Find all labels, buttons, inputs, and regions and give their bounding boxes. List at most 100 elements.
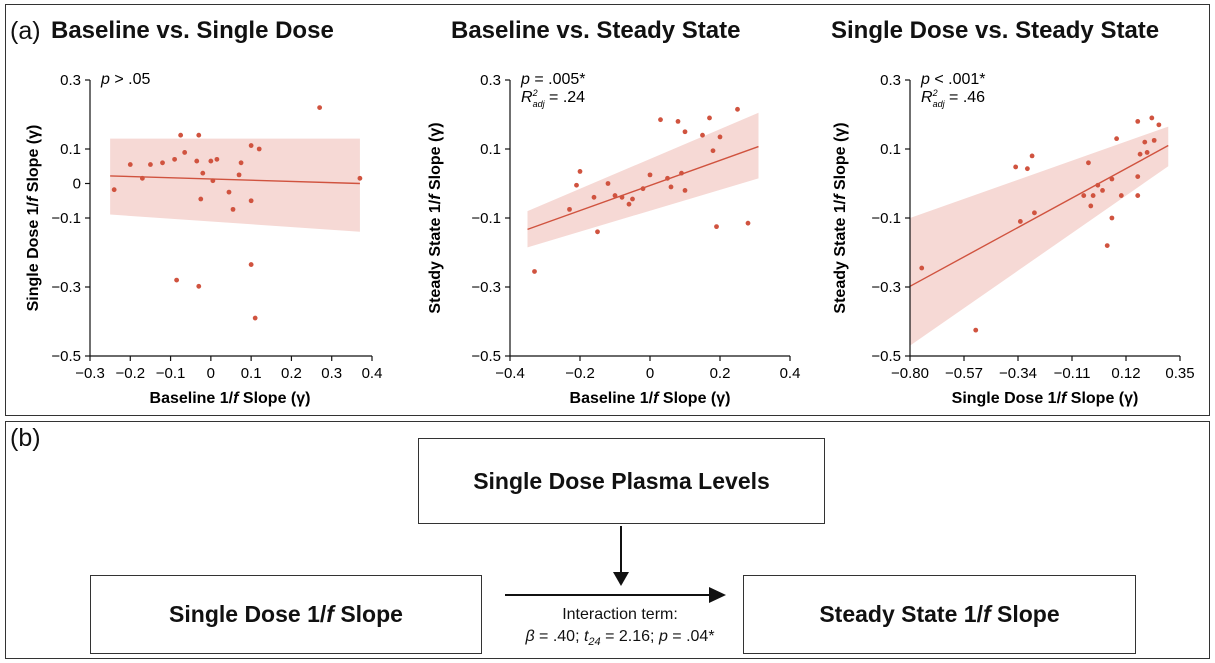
x-tick-label: 0.3 xyxy=(321,365,342,382)
data-point xyxy=(630,196,635,202)
data-point xyxy=(1135,193,1141,198)
data-point xyxy=(238,160,244,166)
x-tick-label: −0.3 xyxy=(75,365,105,382)
data-point xyxy=(1156,122,1162,128)
outcome-box: Steady State 1/f Slope xyxy=(743,575,1136,654)
data-point xyxy=(198,196,204,202)
data-point xyxy=(226,189,232,195)
x-axis-label: Baseline 1/f Slope (γ) xyxy=(150,390,311,407)
data-point xyxy=(178,132,184,138)
data-point xyxy=(1017,219,1023,224)
data-point xyxy=(717,134,723,140)
chart-2-title: Baseline vs. Steady State xyxy=(451,17,741,44)
data-point xyxy=(735,106,740,112)
outcome-label: Steady State 1/f Slope xyxy=(819,601,1060,627)
data-point xyxy=(248,143,254,148)
y-tick-label: 0.3 xyxy=(880,72,901,89)
data-point xyxy=(1149,115,1155,121)
data-point xyxy=(256,146,262,152)
y-tick-label: 0 xyxy=(73,176,81,193)
x-tick-label: −0.2 xyxy=(115,365,145,382)
data-point xyxy=(208,158,214,164)
data-point xyxy=(532,269,537,274)
x-tick-label: 0.4 xyxy=(362,365,383,382)
data-point xyxy=(707,115,712,121)
data-point xyxy=(160,160,165,166)
data-point xyxy=(574,182,579,188)
moderator-arrowhead xyxy=(613,572,629,586)
data-point xyxy=(595,229,600,235)
x-tick-label: −0.80 xyxy=(891,365,929,382)
p-value-annotation: p > .05 xyxy=(100,71,150,88)
data-point xyxy=(1151,137,1157,143)
data-point xyxy=(1088,203,1094,209)
data-point xyxy=(1142,139,1148,145)
x-tick-label: 0 xyxy=(646,365,654,382)
data-point xyxy=(1114,136,1120,142)
data-point xyxy=(148,162,153,167)
y-tick-label: −0.1 xyxy=(871,210,901,227)
data-point xyxy=(139,175,145,181)
data-point xyxy=(1081,193,1087,198)
panel-b-letter: (b) xyxy=(10,424,41,452)
interaction-annotation: Interaction term: β = .40; t24 = 2.16; p… xyxy=(500,604,740,653)
y-tick-label: −0.1 xyxy=(471,210,501,227)
data-point xyxy=(1135,174,1141,179)
data-point xyxy=(700,132,705,138)
data-point xyxy=(196,283,202,289)
x-tick-label: 0.12 xyxy=(1111,365,1140,382)
r-squared-annotation: R2 adj = .24 xyxy=(521,88,585,109)
data-point xyxy=(248,262,254,267)
x-tick-label: 0 xyxy=(207,365,215,382)
data-point xyxy=(567,206,572,212)
y-tick-label: −0.5 xyxy=(871,348,901,365)
chart-3-title: Single Dose vs. Steady State xyxy=(831,17,1160,44)
chart-1-title: Baseline vs. Single Dose xyxy=(51,17,334,44)
r-squared-annotation: R2 adj = .46 xyxy=(921,88,985,109)
p-value-annotation: p = .005* xyxy=(520,71,586,88)
data-point xyxy=(1109,215,1115,221)
data-point xyxy=(172,156,178,162)
y-tick-label: −0.1 xyxy=(51,210,81,227)
p-value-annotation: p < .001* xyxy=(920,71,986,88)
data-point xyxy=(658,117,663,123)
data-point xyxy=(714,224,719,230)
data-point xyxy=(1095,182,1101,188)
data-point xyxy=(1104,243,1110,249)
data-point xyxy=(682,129,688,135)
data-point xyxy=(230,206,236,212)
y-tick-label: −0.5 xyxy=(471,348,501,365)
predictor-arrowhead xyxy=(709,587,726,603)
y-tick-label: −0.3 xyxy=(51,279,81,296)
scatter-chart-baseline-vs-single-dose: 0.30.10−0.1−0.3−0.5−0.3 −0.2 −0.1 0 0.1 0.2 0.… xyxy=(25,71,383,407)
y-tick-label: 0.1 xyxy=(60,141,81,158)
x-tick-label: −0.34 xyxy=(999,365,1037,382)
data-point xyxy=(668,184,674,190)
data-point xyxy=(973,327,979,333)
data-point xyxy=(612,193,618,198)
predictor-box: Single Dose 1/f Slope xyxy=(90,575,482,654)
interaction-label: Interaction term: xyxy=(562,606,678,623)
data-point xyxy=(577,169,583,174)
data-point xyxy=(1109,176,1115,182)
data-point xyxy=(682,188,688,193)
data-point xyxy=(619,194,625,200)
x-tick-label: −0.1 xyxy=(156,365,186,382)
data-point xyxy=(1013,164,1019,170)
data-point xyxy=(675,119,681,124)
data-point xyxy=(200,170,206,176)
data-point xyxy=(196,132,202,138)
moderator-box: Single Dose Plasma Levels xyxy=(418,438,825,524)
data-point xyxy=(1090,193,1096,198)
panel-a-letter: (a) xyxy=(10,17,41,45)
x-tick-label: −0.11 xyxy=(1054,365,1091,382)
data-point xyxy=(626,201,632,207)
data-point xyxy=(248,198,254,204)
panel-b xyxy=(5,421,1210,659)
confidence-band xyxy=(527,112,759,248)
data-point xyxy=(591,194,597,200)
y-axis-label: Steady State 1/f Slope (γ) xyxy=(427,122,444,313)
data-point xyxy=(640,186,646,192)
x-tick-label: −0.2 xyxy=(565,365,595,382)
